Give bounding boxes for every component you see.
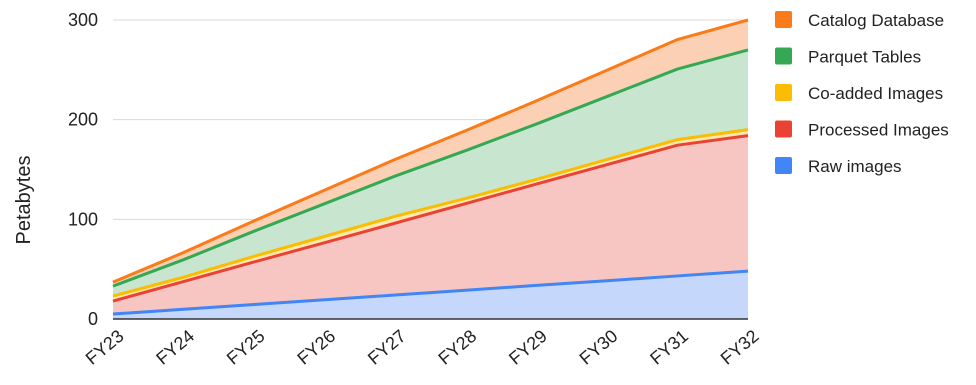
x-tick-label: FY27 [364,326,410,369]
legend-swatch [775,157,792,174]
legend-swatch [775,120,792,138]
legend-swatch [775,11,792,28]
x-axis: FY23 FY24 FY25 FY26 FY27 FY28 FY29 FY30 FY31 FY32 [82,318,763,369]
x-tick-label: FY26 [293,326,339,369]
legend-label: Processed Images [808,121,949,140]
line-raw-images [112,269,749,316]
y-axis-title: Petabytes [13,156,35,245]
legend: Catalog Database Parquet Tables Co-added I… [775,11,949,176]
line-catalog-database [112,18,749,284]
legend-item-processed-images: Processed Images [775,120,949,140]
legend-label: Co-added Images [808,84,943,103]
x-tick-label: FY30 [576,326,622,369]
area-processed-images [113,135,748,315]
line-processed-images [112,134,749,303]
x-tick-label: FY32 [717,326,763,369]
series-lines [112,18,749,316]
legend-label: Parquet Tables [808,48,921,67]
x-tick-label: FY31 [646,326,692,369]
x-tick-label: FY23 [82,326,128,369]
y-axis: 0 100 200 300 [68,10,98,329]
y-tick-label: 200 [68,110,98,130]
y-tick-label: 0 [88,309,98,329]
x-tick-label: FY29 [505,326,551,369]
area-catalog-database [113,20,748,287]
area-series [113,20,748,319]
y-tick-label: 100 [68,209,98,229]
legend-swatch [775,84,792,101]
legend-label: Raw images [808,157,902,176]
y-tick-label: 300 [68,10,98,30]
legend-label: Catalog Database [808,11,944,30]
legend-item-parquet-tables: Parquet Tables [775,47,921,67]
legend-item-raw-images: Raw images [775,157,902,176]
x-tick-label: FY24 [152,326,198,369]
line-parquet-tables [112,48,749,288]
x-tick-label: FY28 [435,326,481,369]
legend-swatch [775,47,792,65]
x-tick-label: FY25 [223,326,269,369]
legend-item-catalog-database: Catalog Database [775,11,944,30]
legend-item-co-added-images: Co-added Images [775,84,943,103]
line-co-added-images [112,128,749,298]
area-parquet-tables [113,49,748,297]
